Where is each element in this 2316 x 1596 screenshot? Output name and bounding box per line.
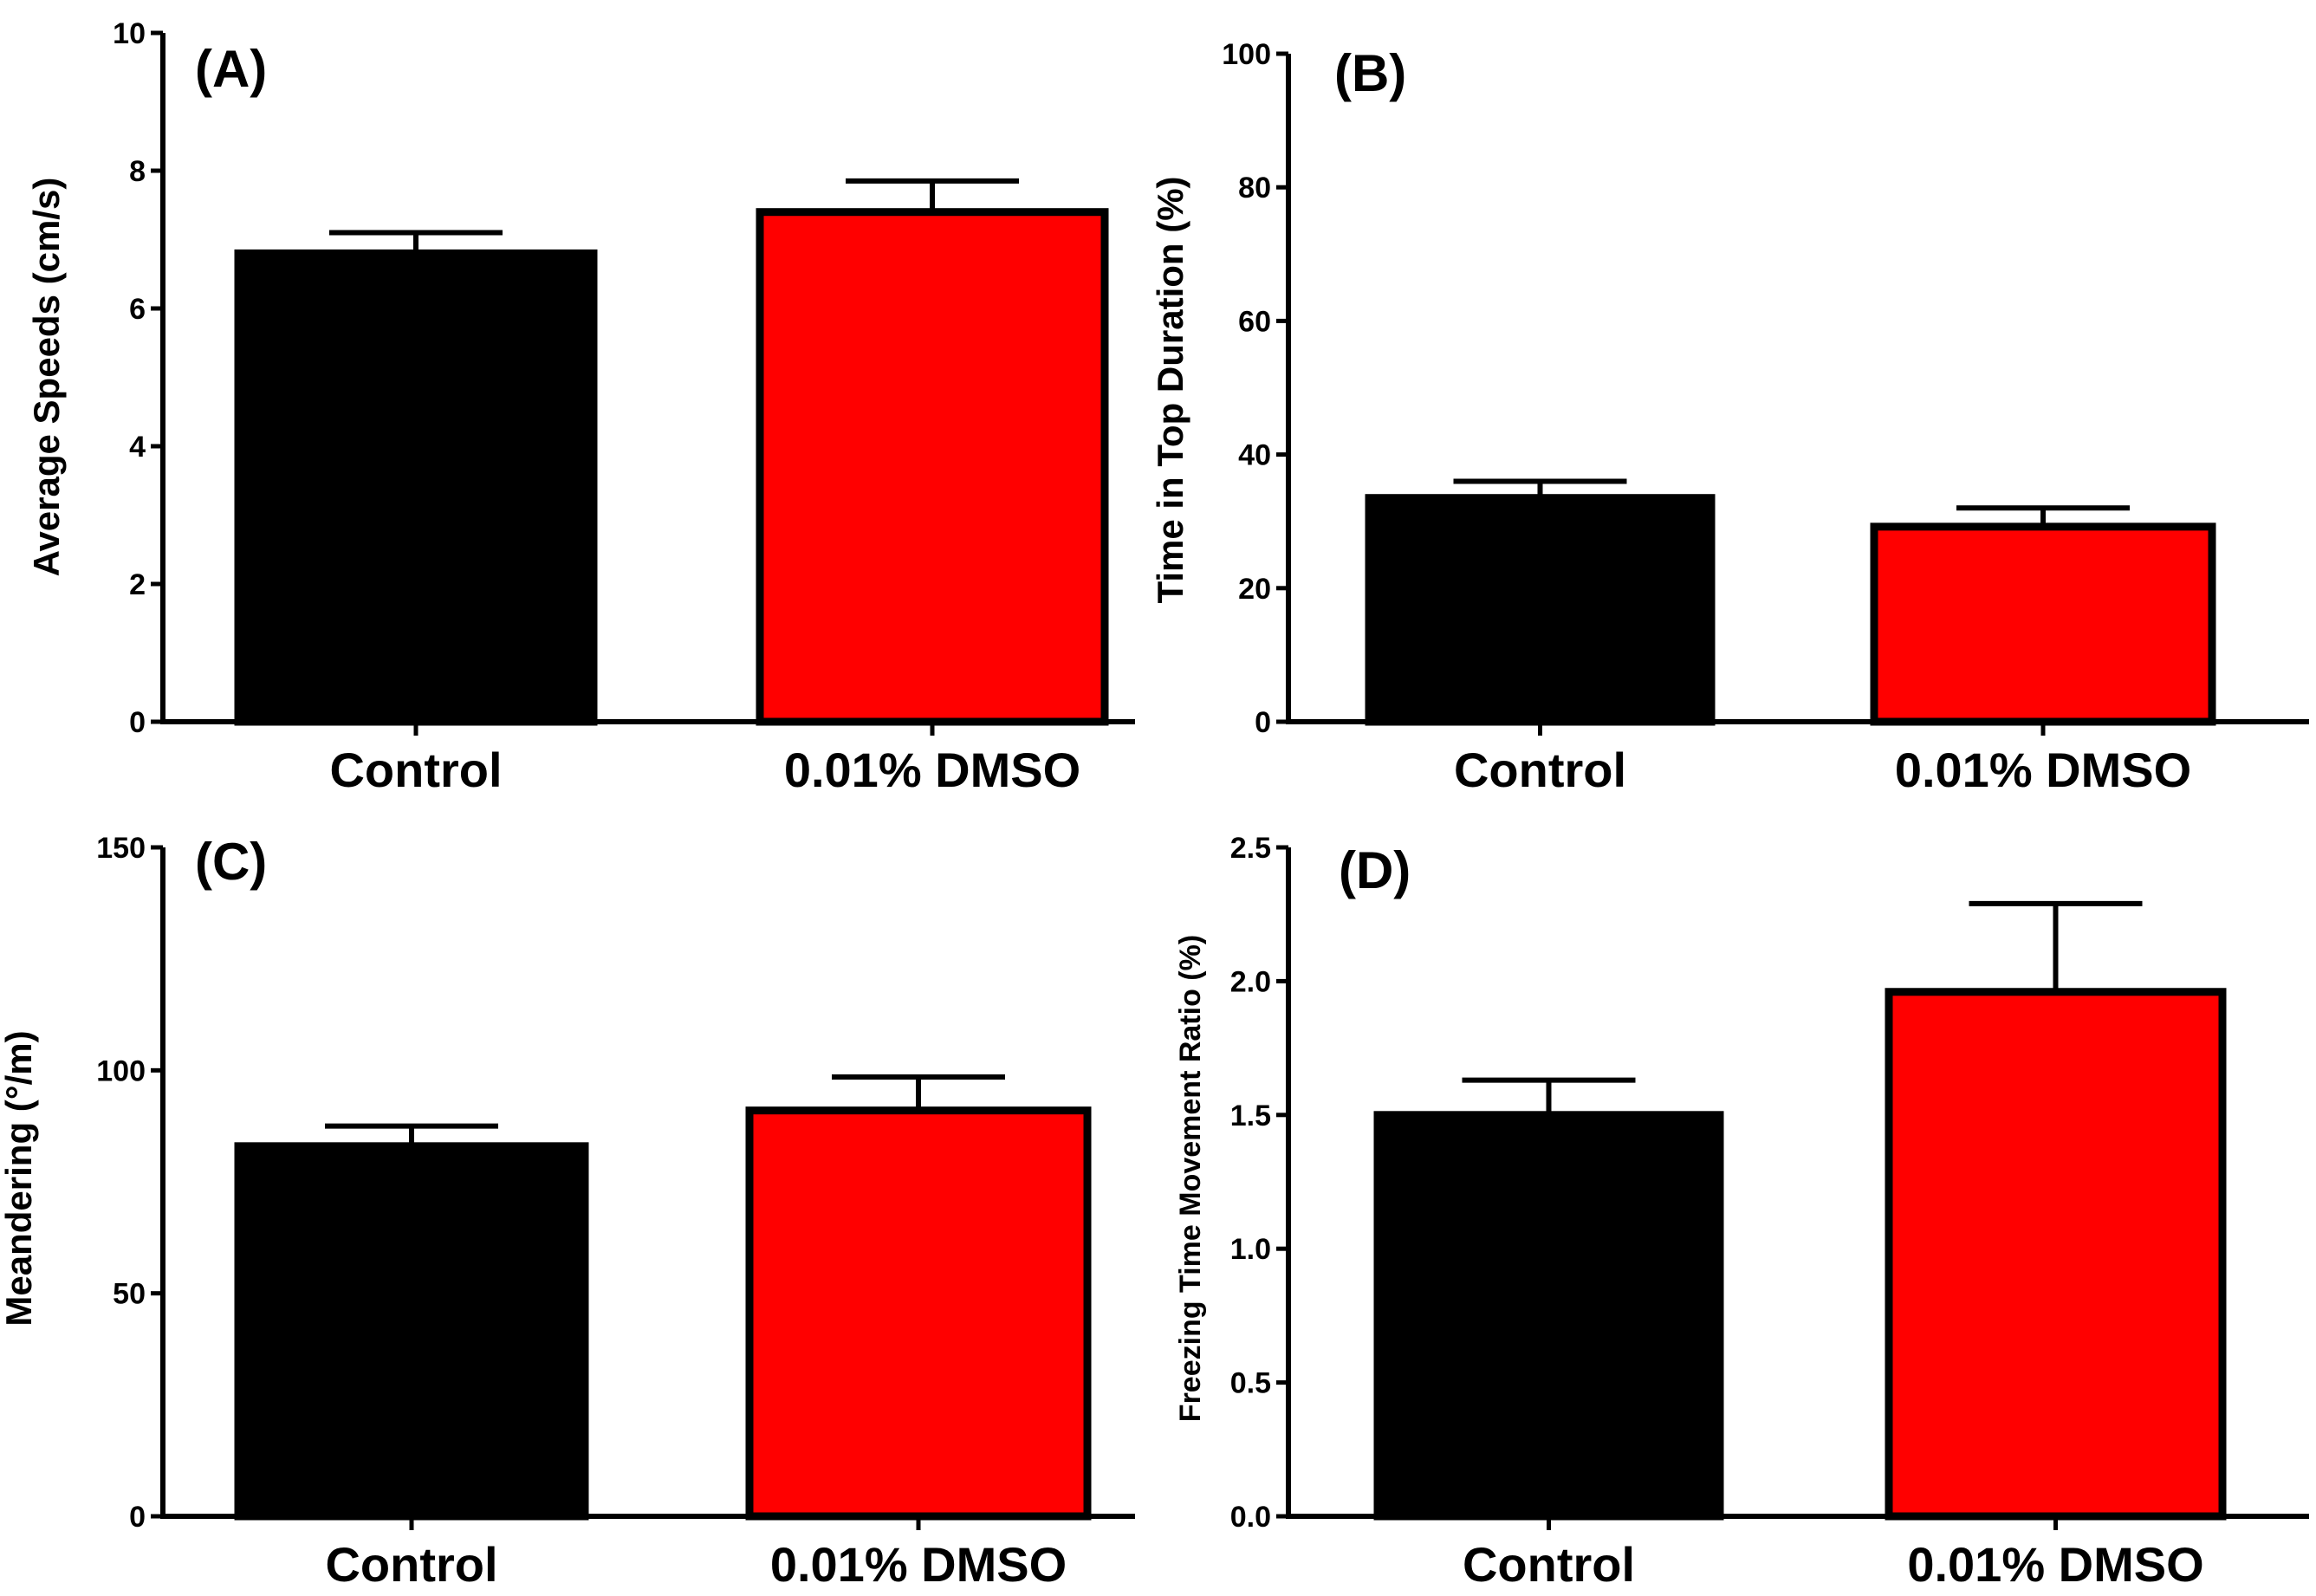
y-tick-label: 50 <box>113 1278 146 1311</box>
panel-d: 0.0 0.5 1.0 1.5 2.0 2.5 Control 0.01% DMSO Freez… <box>1174 832 2309 1592</box>
panel-label: (D) <box>1339 841 1411 899</box>
y-axis-label: Freezing Time Movement Ratio (%) <box>1174 935 1207 1422</box>
y-tick-label: 100 <box>96 1054 146 1087</box>
panel-label: (A) <box>195 40 267 98</box>
x-tick-label: Control <box>329 743 502 797</box>
y-axis-label: Time in Top Duration (%) <box>1150 176 1190 603</box>
bar-0 <box>234 1142 589 1521</box>
bar-1 <box>1870 522 2216 726</box>
bar-1 <box>1885 988 2227 1521</box>
x-tick-label: 0.01% DMSO <box>770 1537 1067 1592</box>
y-tick-label: 2.0 <box>1230 965 1271 998</box>
panel-label: (C) <box>195 833 267 891</box>
y-tick-label: 1.5 <box>1230 1100 1271 1132</box>
panel-a: 0 2 4 6 8 10 Control 0.01% DMSO Average Speeds (… <box>26 17 1135 797</box>
y-tick-label: 20 <box>1238 573 1271 606</box>
x-tick-label: 0.01% DMSO <box>1895 743 2191 797</box>
y-tick-label: 4 <box>129 431 146 464</box>
bar-0 <box>234 249 598 726</box>
bar-1 <box>756 208 1109 726</box>
y-tick-label: 150 <box>96 832 146 865</box>
x-tick-label: Control <box>1454 743 1626 797</box>
x-tick-label: Control <box>325 1537 497 1592</box>
y-tick-label: 100 <box>1222 38 1271 71</box>
y-axis-label: Meandering (°/m) <box>0 1030 39 1326</box>
panel-b: 0 20 40 60 80 100 Control 0.01% DMSO Time in Top… <box>1150 38 2309 797</box>
y-tick-label: 6 <box>129 293 146 326</box>
y-tick-label: 2 <box>129 568 146 601</box>
bar-0 <box>1373 1111 1724 1521</box>
y-tick-label: 60 <box>1238 305 1271 338</box>
y-tick-label: 0.0 <box>1230 1501 1271 1534</box>
y-tick-label: 40 <box>1238 439 1271 472</box>
y-tick-label: 10 <box>113 17 146 50</box>
x-tick-label: 0.01% DMSO <box>1907 1537 2203 1592</box>
y-tick-label: 0 <box>129 706 146 739</box>
panel-label: (B) <box>1334 44 1406 102</box>
x-tick-label: 0.01% DMSO <box>784 743 1080 797</box>
bar-0 <box>1365 494 1716 726</box>
panel-c: 0 50 100 150 Control 0.01% DMSO Meandering (°/… <box>0 832 1135 1592</box>
y-tick-label: 2.5 <box>1230 832 1271 865</box>
y-tick-label: 0.5 <box>1230 1367 1271 1400</box>
y-tick-label: 0 <box>129 1501 146 1534</box>
y-tick-label: 1.0 <box>1230 1233 1271 1266</box>
x-tick-label: Control <box>1463 1537 1635 1592</box>
y-tick-label: 80 <box>1238 172 1271 204</box>
bar-1 <box>745 1106 1092 1521</box>
y-tick-label: 0 <box>1255 706 1271 739</box>
y-tick-label: 8 <box>129 155 146 188</box>
y-axis-label: Average Speeds (cm/s) <box>26 178 67 577</box>
